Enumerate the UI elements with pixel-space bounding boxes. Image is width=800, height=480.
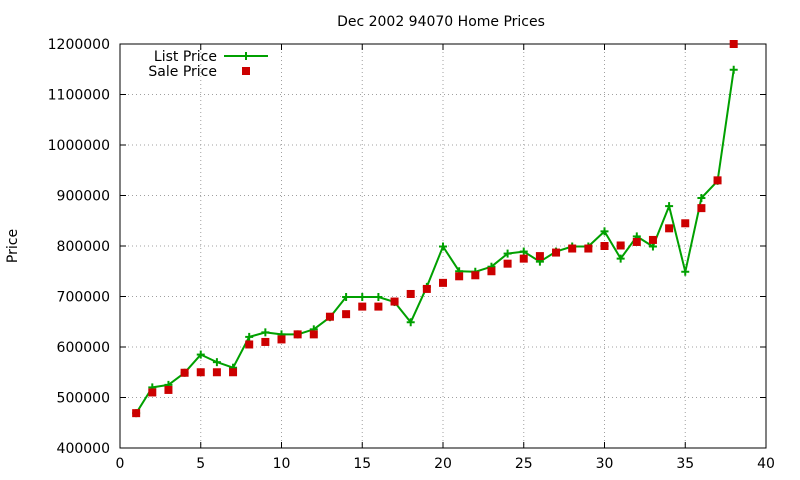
sale-price-point <box>358 302 367 311</box>
sale-price-point <box>245 340 254 349</box>
x-tick-label: 5 <box>196 456 205 472</box>
x-tick-label: 30 <box>596 456 614 472</box>
axis-ticks: 0 5 10 15 20 25 30 35 40 400000 500000 600000 700000… <box>48 37 775 472</box>
sale-price-point <box>552 248 561 257</box>
list-price-point <box>697 194 706 203</box>
list-price-point <box>245 332 254 341</box>
y-tick-label: 800000 <box>57 239 110 255</box>
list-price-point <box>358 293 367 302</box>
list-price-point <box>503 249 512 258</box>
list-price-point <box>374 293 383 302</box>
legend-label-sale-price: Sale Price <box>148 64 217 80</box>
sale-price-point <box>439 278 447 287</box>
sale-price-point <box>519 254 528 263</box>
x-tick-label: 25 <box>515 456 533 472</box>
sale-price-point <box>535 252 544 261</box>
sale-price-point <box>342 310 351 319</box>
list-price-point <box>729 65 738 74</box>
sale-price-point <box>180 368 189 377</box>
sale-price-point <box>325 312 334 321</box>
grid <box>120 44 766 448</box>
y-axis-label: Price <box>5 229 21 263</box>
legend-marker-sale-price <box>242 67 250 75</box>
sale-price-point <box>196 368 205 377</box>
list-price-point <box>681 267 690 276</box>
sale-price-point <box>293 330 302 339</box>
y-tick-label: 1000000 <box>48 138 110 154</box>
y-tick-label: 1100000 <box>48 88 110 104</box>
sale-price-point <box>648 235 657 244</box>
sale-price-point <box>390 297 399 306</box>
sale-price-point <box>729 40 738 48</box>
x-tick-label: 35 <box>676 456 694 472</box>
list-price-point <box>616 254 625 263</box>
sale-price-point <box>632 237 641 246</box>
sale-price-point <box>164 385 173 394</box>
sale-price-point <box>455 272 464 281</box>
list-price-point <box>600 227 609 236</box>
sale-price-point <box>277 335 286 344</box>
list-price-line <box>135 69 735 414</box>
y-tick-label: 1200000 <box>48 37 110 53</box>
x-tick-label: 10 <box>273 456 291 472</box>
y-tick-label: 400000 <box>57 441 110 457</box>
sale-price-point <box>584 244 593 253</box>
sale-price-point <box>697 204 706 213</box>
sale-price-point <box>261 337 270 346</box>
y-tick-label: 600000 <box>57 340 110 356</box>
list-price-point <box>665 202 674 211</box>
sale-price-point <box>212 368 221 377</box>
sale-price-point <box>568 244 577 253</box>
list-price-point <box>212 358 221 367</box>
sale-price-point <box>487 267 496 276</box>
list-price-point <box>342 293 351 302</box>
sale-price-point <box>600 242 609 250</box>
legend: List Price Sale Price <box>148 49 268 80</box>
y-tick-label: 700000 <box>57 290 110 306</box>
chart-title: Dec 2002 94070 Home Prices <box>337 14 545 30</box>
legend-marker-list-price <box>242 52 250 60</box>
sale-price-point <box>503 259 512 268</box>
list-price-point <box>196 350 205 359</box>
x-tick-label: 40 <box>757 456 775 472</box>
sale-price-point <box>132 409 141 418</box>
sale-price-point <box>665 224 674 233</box>
list-price-point <box>439 242 447 251</box>
series-layer <box>132 40 738 418</box>
list-price-point <box>519 247 528 256</box>
list-price-point <box>261 328 270 337</box>
sale-price-point <box>229 368 238 377</box>
sale-price-point <box>309 330 318 339</box>
y-tick-label: 900000 <box>57 189 110 205</box>
sale-price-point <box>616 241 625 250</box>
sale-price-point <box>374 302 383 311</box>
sale-price-point <box>713 176 722 185</box>
x-tick-label: 0 <box>116 456 125 472</box>
sale-price-point <box>422 284 431 293</box>
sale-price-point <box>406 289 415 298</box>
legend-label-list-price: List Price <box>154 49 217 65</box>
y-tick-label: 500000 <box>57 391 110 407</box>
sale-price-point <box>471 271 480 280</box>
sale-price-point <box>148 388 157 397</box>
list-price-point <box>406 318 415 327</box>
x-tick-label: 15 <box>353 456 371 472</box>
x-tick-label: 20 <box>434 456 452 472</box>
sale-price-point <box>681 219 690 228</box>
